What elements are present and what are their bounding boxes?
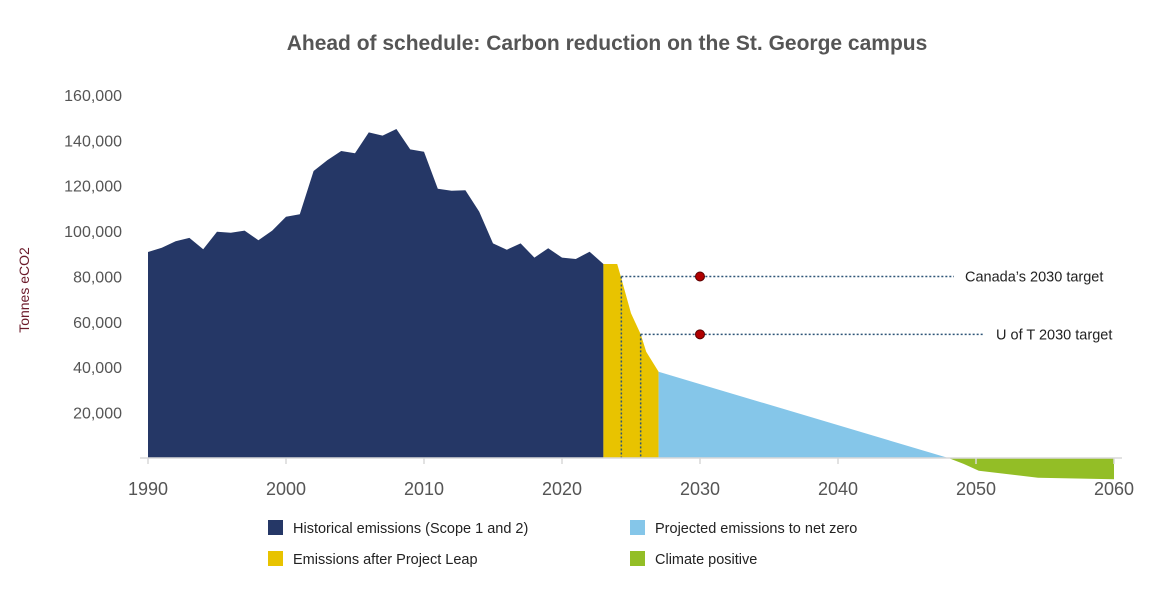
- area-series-2: [603, 264, 659, 458]
- y-tick-label: 100,000: [64, 224, 122, 241]
- y-tick-label: 20,000: [73, 406, 122, 423]
- legend-swatch: [268, 520, 283, 535]
- x-tick-label: 1990: [128, 479, 168, 499]
- x-tick-label: 2050: [956, 479, 996, 499]
- annotations-layer: Canada’s 2030 target U of T 2030 target: [620, 269, 1112, 458]
- legend-label: Climate positive: [655, 552, 757, 568]
- legend-swatch: [630, 520, 645, 535]
- legend-label: Projected emissions to net zero: [655, 521, 857, 537]
- area-series-1: [148, 129, 604, 458]
- y-tick-label: 40,000: [73, 360, 122, 377]
- legend-swatch: [268, 551, 283, 566]
- x-tick-label: 2010: [404, 479, 444, 499]
- y-tick-label: 80,000: [73, 269, 122, 286]
- y-tick-label: 140,000: [64, 133, 122, 150]
- legend-label: Historical emissions (Scope 1 and 2): [293, 521, 528, 537]
- y-tick-label: 120,000: [64, 179, 122, 196]
- y-axis-label: Tonnes eCO2: [16, 247, 32, 333]
- target-marker: [695, 329, 705, 340]
- areas-layer: [148, 129, 1114, 480]
- y-tick-label: 160,000: [64, 88, 122, 105]
- x-tick-label: 2000: [266, 479, 306, 499]
- target-marker: [695, 271, 705, 282]
- area-series-4: [948, 458, 1114, 480]
- axes-layer: 1990 2000 2010 2020 2030 2040 2050 2060 20,000 40…: [64, 88, 1134, 499]
- target-label: Canada’s 2030 target: [965, 269, 1103, 285]
- legend-label: Emissions after Project Leap: [293, 552, 478, 568]
- chart-title: Ahead of schedule: Carbon reduction on t…: [287, 32, 928, 55]
- x-tick-label: 2060: [1094, 479, 1134, 499]
- x-tick-label: 2020: [542, 479, 582, 499]
- area-series-3: [658, 371, 949, 458]
- y-tick-label: 60,000: [73, 315, 122, 332]
- x-tick-label: 2030: [680, 479, 720, 499]
- x-tick-label: 2040: [818, 479, 858, 499]
- target-label: U of T 2030 target: [996, 327, 1112, 343]
- legend-swatch: [630, 551, 645, 566]
- legend: Historical emissions (Scope 1 and 2) Proj…: [268, 520, 857, 568]
